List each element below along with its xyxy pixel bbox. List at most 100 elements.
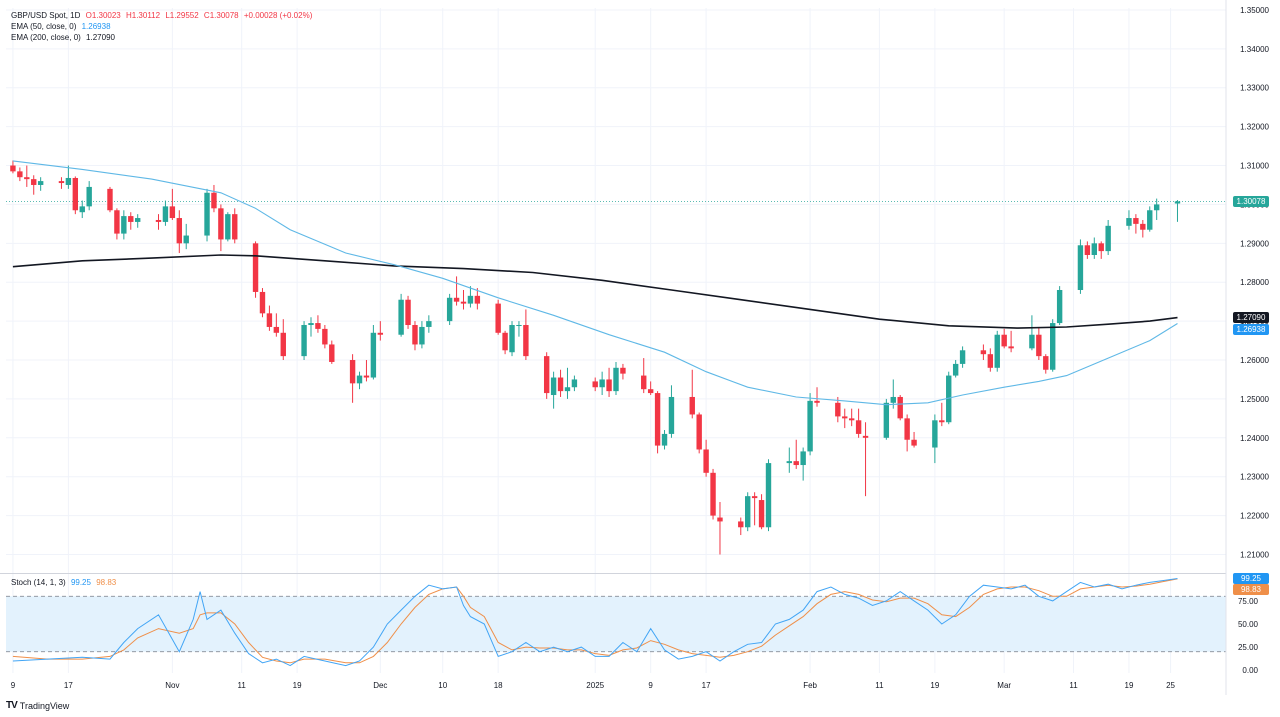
candle-body	[315, 323, 321, 329]
price-tick-label: 1.35000	[1240, 6, 1269, 15]
candle-body	[329, 344, 335, 362]
candle-body	[946, 375, 952, 423]
candle-body	[1008, 346, 1014, 349]
candle-body	[689, 396, 695, 415]
candle-body	[273, 326, 280, 333]
candle	[474, 288, 481, 310]
candle-body	[814, 400, 820, 403]
candle-body	[592, 381, 598, 388]
stoch-k-tag: 99.25	[1233, 572, 1269, 584]
price-tick-label: 1.34000	[1240, 45, 1269, 54]
ema200-label[interactable]: EMA (200, close, 0)	[11, 33, 81, 42]
candle	[758, 494, 765, 530]
candle	[107, 186, 113, 213]
price-tick-label: 1.31000	[1240, 162, 1269, 171]
candle	[786, 447, 792, 473]
ema200-value: 1.27090	[86, 33, 115, 42]
ema50-label[interactable]: EMA (50, close, 0)	[11, 22, 77, 31]
candle-body	[654, 393, 661, 446]
candle-body	[1147, 210, 1153, 230]
candle	[1105, 219, 1111, 255]
candle-body	[835, 402, 841, 417]
candle-body	[37, 181, 44, 185]
time-tick-label: 11	[1069, 681, 1078, 690]
candle-body	[426, 321, 432, 327]
candle	[987, 348, 994, 372]
candle-body	[308, 323, 314, 326]
candle	[661, 430, 668, 450]
candle-body	[904, 418, 910, 440]
candle	[162, 200, 169, 226]
stoch-label[interactable]: Stoch (14, 1, 3)	[11, 578, 66, 587]
candle	[883, 398, 890, 440]
candle	[696, 412, 702, 454]
candle	[183, 223, 189, 250]
candle	[668, 385, 675, 438]
time-tick-label: Nov	[165, 681, 179, 690]
candle-body	[135, 218, 141, 222]
candle	[751, 492, 758, 526]
candle	[169, 188, 176, 220]
candle	[204, 188, 210, 242]
ohlc-high: H1.30112	[125, 11, 161, 20]
candle	[710, 468, 716, 520]
candle-body	[848, 418, 855, 421]
candle	[1084, 241, 1091, 259]
ema50-legend: EMA (50, close, 0) 1.26938	[11, 22, 114, 32]
candle-body	[509, 325, 515, 353]
symbol-title[interactable]: GBP/USD Spot, 1D	[11, 11, 81, 20]
ema200-line	[12, 254, 1178, 329]
candle	[745, 492, 751, 532]
candle-body	[266, 313, 273, 327]
candle-body	[10, 165, 16, 172]
candle	[855, 408, 862, 438]
price-tick-label: 1.28000	[1240, 278, 1269, 287]
candle-body	[1036, 334, 1042, 357]
candle	[329, 340, 335, 364]
candle-body	[419, 326, 425, 345]
candle	[232, 208, 238, 244]
candlestick-series[interactable]	[10, 160, 1181, 555]
stoch-axis[interactable]: 75.00 50.00 25.00 0.00	[1238, 597, 1259, 675]
price-tick-label: 1.29000	[1240, 239, 1269, 248]
candle-body	[1001, 334, 1007, 347]
candle	[453, 276, 460, 306]
candle-body	[1098, 243, 1104, 252]
candle	[259, 288, 266, 318]
time-tick-label: 17	[702, 681, 711, 690]
candle-body	[1029, 334, 1035, 349]
candle-body	[162, 206, 169, 222]
candle-body	[467, 295, 474, 304]
candle	[211, 184, 217, 213]
time-axis[interactable]: 9 17 Nov 11 19 Dec 10 18 2025 9 17 Feb 11 19 Mar 11 19 25	[11, 681, 1176, 690]
stoch-d-value: 98.83	[96, 578, 117, 587]
candle	[523, 309, 529, 361]
candle-body	[446, 297, 453, 322]
tradingview-branding[interactable]: TV TradingView	[6, 700, 69, 711]
candle	[703, 439, 709, 477]
ohlc-low: L1.29552	[165, 11, 199, 20]
candle-body	[751, 496, 758, 499]
candle-body	[855, 420, 862, 434]
candle-body	[647, 389, 654, 394]
candle-body	[564, 387, 571, 392]
candle	[911, 431, 917, 448]
candle-body	[661, 433, 668, 446]
candle-body	[543, 356, 550, 394]
time-tick-label: 11	[875, 681, 884, 690]
candle	[363, 360, 370, 382]
candle-body	[745, 496, 751, 528]
candle-body	[1091, 243, 1097, 255]
candle	[592, 377, 598, 392]
candle	[460, 290, 467, 310]
candle-body	[571, 379, 578, 388]
candle	[890, 379, 896, 409]
candle-body	[72, 177, 79, 211]
candle-body	[1105, 225, 1111, 252]
candle	[516, 321, 522, 337]
candle	[1077, 239, 1084, 294]
candle-body	[717, 517, 723, 522]
candle	[765, 459, 772, 532]
candle	[980, 344, 987, 361]
